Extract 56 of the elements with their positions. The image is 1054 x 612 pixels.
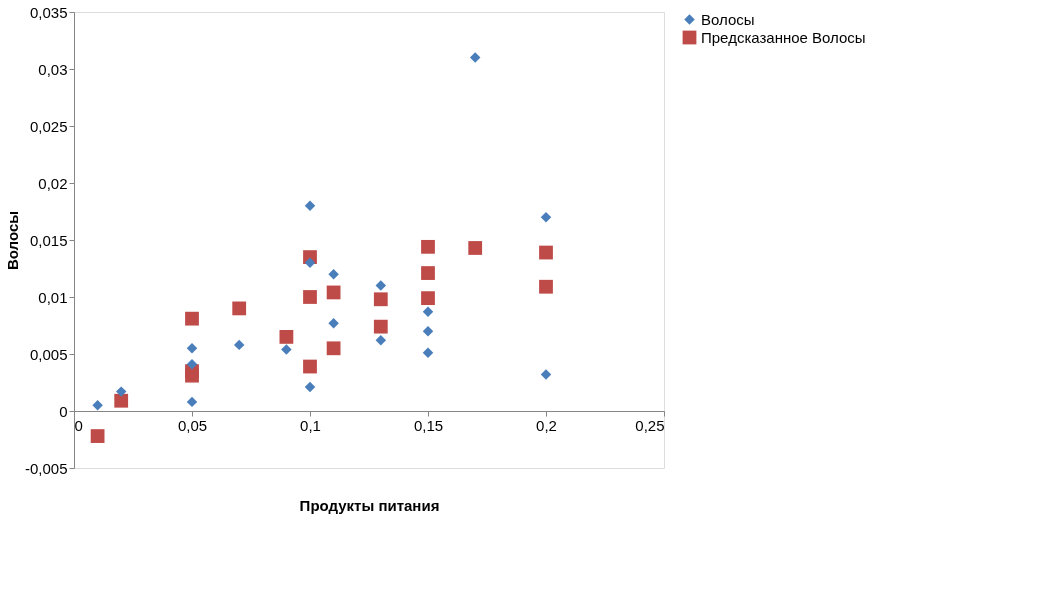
point — [186, 359, 198, 370]
y-tick-label: 0,035 — [29, 3, 68, 21]
y-tick-label: 0,02 — [38, 174, 68, 192]
x-tick-label: 0,1 — [300, 416, 321, 434]
point — [303, 290, 317, 304]
x-tick-label: 0,2 — [536, 416, 557, 434]
point — [92, 400, 103, 411]
legend-label: Волосы — [701, 10, 755, 28]
point — [422, 347, 434, 359]
y-tick-label: 0 — [59, 402, 68, 420]
point — [304, 381, 316, 393]
point — [539, 245, 553, 260]
point — [304, 257, 316, 269]
point — [422, 306, 434, 318]
point — [185, 311, 199, 326]
point — [328, 317, 339, 329]
point — [539, 279, 553, 294]
point — [281, 344, 292, 355]
point — [373, 319, 388, 334]
point — [279, 330, 294, 344]
y-tick-label: 0,005 — [29, 345, 68, 363]
y-tick-label: 0,025 — [29, 117, 68, 135]
x-axis-title: Продукты питания — [299, 496, 440, 514]
y-tick-label: -0,005 — [24, 459, 68, 477]
x-tick-label: 0,25 — [635, 416, 665, 434]
point — [540, 369, 552, 380]
x-tick-label: 0,15 — [413, 416, 444, 434]
point — [421, 266, 435, 280]
point — [114, 393, 129, 408]
point — [421, 291, 435, 306]
point — [90, 429, 105, 443]
point — [373, 292, 388, 307]
x-tick-label: 0,05 — [177, 416, 208, 434]
point — [304, 200, 316, 212]
y-tick-label: 0,01 — [38, 288, 68, 306]
y-tick-label: 0,015 — [29, 231, 68, 249]
point — [540, 211, 552, 223]
point — [233, 339, 245, 351]
legend-label: Предсказанное Волосы — [701, 28, 866, 46]
point — [232, 301, 247, 316]
point — [186, 343, 198, 354]
y-tick-label: 0,03 — [38, 60, 68, 78]
point — [375, 335, 387, 346]
y-axis-title: Волосы — [3, 210, 21, 271]
point — [375, 280, 387, 291]
point — [468, 241, 483, 255]
point — [115, 386, 127, 397]
point — [328, 268, 339, 280]
x-tick-label: 0 — [74, 416, 83, 434]
point — [185, 368, 199, 383]
point — [422, 325, 434, 337]
point — [469, 52, 481, 63]
point — [303, 359, 317, 374]
point — [421, 239, 435, 254]
point — [186, 396, 198, 408]
point — [326, 341, 341, 356]
